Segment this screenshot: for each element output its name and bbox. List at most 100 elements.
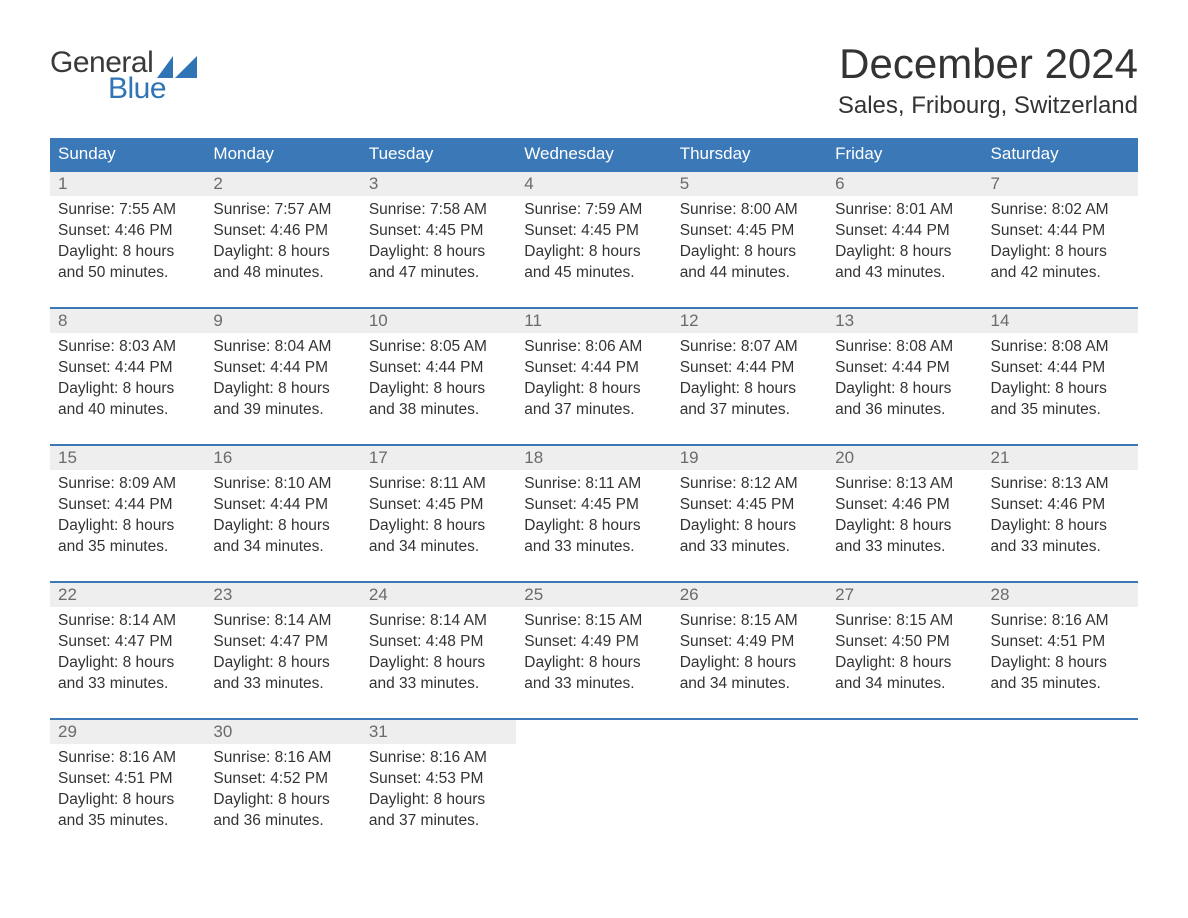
week-spacer bbox=[50, 566, 1138, 582]
sunset-line: Sunset: 4:51 PM bbox=[58, 769, 197, 790]
day-info-cell: Sunrise: 7:58 AMSunset: 4:45 PMDaylight:… bbox=[361, 196, 516, 292]
day-info-cell: Sunrise: 8:14 AMSunset: 4:47 PMDaylight:… bbox=[205, 607, 360, 703]
daylight-line: Daylight: 8 hours and 33 minutes. bbox=[991, 516, 1130, 558]
day-info-cell: Sunrise: 8:16 AMSunset: 4:53 PMDaylight:… bbox=[361, 744, 516, 840]
sunrise-line: Sunrise: 7:57 AM bbox=[213, 200, 352, 221]
week-info-row: Sunrise: 8:03 AMSunset: 4:44 PMDaylight:… bbox=[50, 333, 1138, 429]
week-date-row: 293031 bbox=[50, 719, 1138, 744]
daylight-line: Daylight: 8 hours and 38 minutes. bbox=[369, 379, 508, 421]
logo-text-blue: Blue bbox=[50, 74, 197, 104]
daylight-line: Daylight: 8 hours and 37 minutes. bbox=[680, 379, 819, 421]
date-cell: 30 bbox=[205, 719, 360, 744]
date-cell: 31 bbox=[361, 719, 516, 744]
week-info-row: Sunrise: 7:55 AMSunset: 4:46 PMDaylight:… bbox=[50, 196, 1138, 292]
daylight-line: Daylight: 8 hours and 36 minutes. bbox=[213, 790, 352, 832]
sunset-line: Sunset: 4:44 PM bbox=[991, 221, 1130, 242]
sunset-line: Sunset: 4:51 PM bbox=[991, 632, 1130, 653]
date-cell: 4 bbox=[516, 171, 671, 196]
day-info-cell: Sunrise: 8:14 AMSunset: 4:48 PMDaylight:… bbox=[361, 607, 516, 703]
date-cell: 5 bbox=[672, 171, 827, 196]
daylight-line: Daylight: 8 hours and 35 minutes. bbox=[991, 653, 1130, 695]
week-spacer bbox=[50, 292, 1138, 308]
sunrise-line: Sunrise: 8:01 AM bbox=[835, 200, 974, 221]
date-cell: 13 bbox=[827, 308, 982, 333]
day-info-cell: Sunrise: 8:00 AMSunset: 4:45 PMDaylight:… bbox=[672, 196, 827, 292]
date-cell: 19 bbox=[672, 445, 827, 470]
day-info-cell: Sunrise: 8:12 AMSunset: 4:45 PMDaylight:… bbox=[672, 470, 827, 566]
sunset-line: Sunset: 4:49 PM bbox=[680, 632, 819, 653]
daylight-line: Daylight: 8 hours and 33 minutes. bbox=[680, 516, 819, 558]
daylight-line: Daylight: 8 hours and 35 minutes. bbox=[991, 379, 1130, 421]
sunset-line: Sunset: 4:44 PM bbox=[58, 495, 197, 516]
date-cell bbox=[983, 719, 1138, 744]
date-cell: 9 bbox=[205, 308, 360, 333]
sunrise-line: Sunrise: 8:09 AM bbox=[58, 474, 197, 495]
date-cell: 28 bbox=[983, 582, 1138, 607]
date-cell: 18 bbox=[516, 445, 671, 470]
day-info-cell: Sunrise: 8:16 AMSunset: 4:51 PMDaylight:… bbox=[50, 744, 205, 840]
daylight-line: Daylight: 8 hours and 34 minutes. bbox=[680, 653, 819, 695]
daylight-line: Daylight: 8 hours and 42 minutes. bbox=[991, 242, 1130, 284]
week-date-row: 1234567 bbox=[50, 171, 1138, 196]
daylight-line: Daylight: 8 hours and 33 minutes. bbox=[369, 653, 508, 695]
sunrise-line: Sunrise: 8:02 AM bbox=[991, 200, 1130, 221]
sunrise-line: Sunrise: 7:58 AM bbox=[369, 200, 508, 221]
logo: General Blue bbox=[50, 40, 197, 104]
day-info-cell: Sunrise: 8:15 AMSunset: 4:50 PMDaylight:… bbox=[827, 607, 982, 703]
title-block: December 2024 Sales, Fribourg, Switzerla… bbox=[838, 40, 1138, 120]
sunrise-line: Sunrise: 8:04 AM bbox=[213, 337, 352, 358]
daylight-line: Daylight: 8 hours and 47 minutes. bbox=[369, 242, 508, 284]
day-info-cell: Sunrise: 8:05 AMSunset: 4:44 PMDaylight:… bbox=[361, 333, 516, 429]
date-cell: 23 bbox=[205, 582, 360, 607]
sunrise-line: Sunrise: 8:13 AM bbox=[835, 474, 974, 495]
day-header-sunday: Sunday bbox=[50, 138, 205, 171]
sunrise-line: Sunrise: 8:13 AM bbox=[991, 474, 1130, 495]
day-info-cell: Sunrise: 8:13 AMSunset: 4:46 PMDaylight:… bbox=[827, 470, 982, 566]
day-info-cell: Sunrise: 8:08 AMSunset: 4:44 PMDaylight:… bbox=[983, 333, 1138, 429]
sunrise-line: Sunrise: 8:16 AM bbox=[369, 748, 508, 769]
page-header: General Blue December 2024 Sales, Fribou… bbox=[50, 40, 1138, 120]
week-info-row: Sunrise: 8:09 AMSunset: 4:44 PMDaylight:… bbox=[50, 470, 1138, 566]
date-cell: 2 bbox=[205, 171, 360, 196]
sunrise-line: Sunrise: 8:00 AM bbox=[680, 200, 819, 221]
day-info-cell: Sunrise: 8:07 AMSunset: 4:44 PMDaylight:… bbox=[672, 333, 827, 429]
sunrise-line: Sunrise: 8:15 AM bbox=[680, 611, 819, 632]
week-info-row: Sunrise: 8:16 AM Sunset: 4:51 PM Daylight:… bbox=[50, 744, 1138, 840]
calendar-table: Sunday Monday Tuesday Wednesday Thursday… bbox=[50, 138, 1138, 840]
sunrise-line: Sunrise: 8:14 AM bbox=[369, 611, 508, 632]
sunrise-line: Sunrise: 8:11 AM bbox=[524, 474, 663, 495]
date-cell: 20 bbox=[827, 445, 982, 470]
date-cell: 25 bbox=[516, 582, 671, 607]
week-spacer bbox=[50, 703, 1138, 719]
date-cell: 17 bbox=[361, 445, 516, 470]
day-info-cell: Sunrise: 7:55 AMSunset: 4:46 PMDaylight:… bbox=[50, 196, 205, 292]
daylight-line: Daylight: 8 hours and 35 minutes. bbox=[58, 516, 197, 558]
daylight-line: Daylight: 8 hours and 33 minutes. bbox=[58, 653, 197, 695]
day-info-cell bbox=[983, 744, 1138, 840]
day-info-cell: Sunrise: 8:15 AMSunset: 4:49 PMDaylight:… bbox=[516, 607, 671, 703]
sunset-line: Sunset: 4:48 PM bbox=[369, 632, 508, 653]
daylight-line: Daylight: 8 hours and 44 minutes. bbox=[680, 242, 819, 284]
sunrise-line: Sunrise: 8:10 AM bbox=[213, 474, 352, 495]
week-spacer bbox=[50, 429, 1138, 445]
daylight-line: Daylight: 8 hours and 33 minutes. bbox=[835, 516, 974, 558]
sunset-line: Sunset: 4:44 PM bbox=[213, 358, 352, 379]
day-info-cell: Sunrise: 8:16 AMSunset: 4:51 PMDaylight:… bbox=[983, 607, 1138, 703]
daylight-line: Daylight: 8 hours and 50 minutes. bbox=[58, 242, 197, 284]
date-cell bbox=[516, 719, 671, 744]
daylight-line: Daylight: 8 hours and 37 minutes. bbox=[369, 790, 508, 832]
date-cell: 21 bbox=[983, 445, 1138, 470]
date-cell: 14 bbox=[983, 308, 1138, 333]
date-cell: 24 bbox=[361, 582, 516, 607]
sunset-line: Sunset: 4:45 PM bbox=[680, 495, 819, 516]
sunrise-line: Sunrise: 8:15 AM bbox=[524, 611, 663, 632]
date-cell bbox=[827, 719, 982, 744]
sunset-line: Sunset: 4:45 PM bbox=[524, 221, 663, 242]
daylight-line: Daylight: 8 hours and 33 minutes. bbox=[524, 516, 663, 558]
date-cell: 26 bbox=[672, 582, 827, 607]
day-info-cell: Sunrise: 8:11 AMSunset: 4:45 PMDaylight:… bbox=[516, 470, 671, 566]
sunrise-line: Sunrise: 8:06 AM bbox=[524, 337, 663, 358]
day-info-cell: Sunrise: 8:13 AMSunset: 4:46 PMDaylight:… bbox=[983, 470, 1138, 566]
week-date-row: 891011121314 bbox=[50, 308, 1138, 333]
day-info-cell: Sunrise: 8:10 AMSunset: 4:44 PMDaylight:… bbox=[205, 470, 360, 566]
